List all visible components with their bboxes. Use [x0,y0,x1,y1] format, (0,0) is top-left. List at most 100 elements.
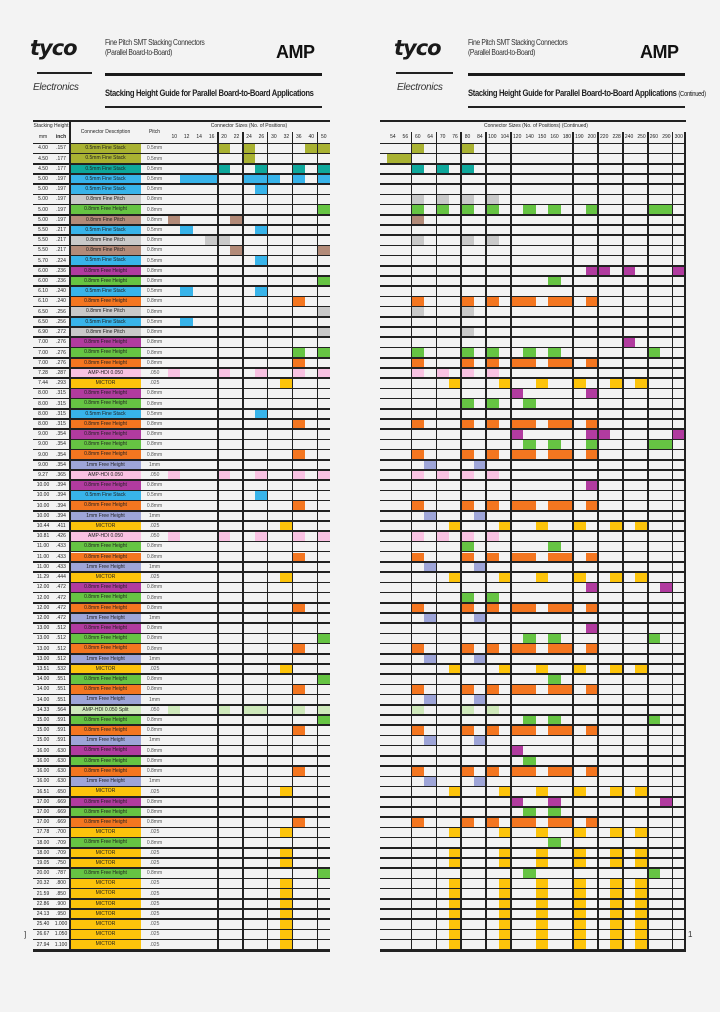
height-inch: .669 [56,819,66,826]
size-available-cell [411,817,424,827]
pitch-value: .025 [149,900,160,907]
size-available-cell [486,705,499,715]
pitch-value: 0.8mm [146,727,163,734]
row-divider [33,438,330,441]
height-inch: .354 [56,441,66,448]
height-mm: 16.51 [36,788,50,795]
size-available-cell [292,368,306,378]
pitch-value: .025 [149,880,160,887]
size-available-cell [292,174,306,184]
size-available-cell [217,532,231,541]
size-available-cell [498,879,511,888]
size-available-cell [255,287,268,296]
height-mm: 5.00 [38,216,48,223]
row-divider [33,265,330,267]
size-column-header: 50 [320,134,327,140]
size-available-cell [292,297,306,306]
size-available-cell [560,552,574,562]
height-mm: 14.00 [36,686,50,693]
size-available-cell [267,174,281,184]
size-available-cell [548,501,561,511]
row-divider [380,673,686,675]
height-mm: 9.00 [38,441,48,448]
size-available-cell [317,675,330,684]
size-available-cell [461,450,474,459]
row-divider [33,479,330,482]
size-available-cell [292,532,306,541]
logo-divider [37,72,92,74]
size-available-cell [523,419,536,429]
row-divider [380,295,686,298]
height-inch: .630 [56,778,66,785]
row-divider [33,213,330,216]
pitch-value: .050 [149,533,160,540]
size-available-cell [647,440,661,449]
size-available-cell [523,817,536,827]
height-inch: .354 [56,431,66,438]
size-available-cell [411,603,424,613]
size-available-cell [585,429,598,439]
row-divider [33,612,330,614]
row-divider [380,816,686,818]
row-divider [33,550,330,553]
row-divider [33,254,330,257]
size-available-cell [535,848,549,858]
pitch-value: 1mm [148,461,161,468]
height-inch: 1.100 [54,941,68,948]
connector-description: AMP-HDI 0.050 [70,470,141,480]
height-inch: .709 [56,849,66,856]
size-available-cell [511,603,524,613]
connector-description: MICTOR [70,920,141,929]
size-available-cell [560,501,574,511]
height-mm: 16.00 [36,747,50,754]
height-inch: .394 [56,482,66,489]
size-available-cell [436,470,449,480]
size-available-cell [292,450,306,459]
size-column-header: 56 [402,134,409,140]
row-divider [33,785,330,788]
height-inch: .564 [56,706,66,713]
height-inch: .669 [56,798,66,805]
size-available-cell [292,358,306,368]
size-available-cell [511,450,524,459]
size-available-cell [548,715,561,725]
pitch-value: 0.8mm [146,267,163,274]
height-inch: .669 [56,808,66,815]
row-divider [380,867,686,869]
height-inch: .240 [56,288,66,295]
size-available-cell [535,940,549,950]
row-divider [33,846,330,849]
size-available-cell [511,746,524,756]
row-divider [33,305,330,308]
subtitle-rule [105,106,322,108]
height-inch: .256 [56,318,66,325]
height-inch: .700 [56,829,66,836]
height-inch: .354 [56,461,66,468]
size-available-cell [610,858,623,868]
size-column-header: 300 [674,134,683,140]
pitch-value: 0.8mm [146,584,163,591]
stacking-height-header: Stacking Height [33,123,69,129]
row-divider [380,898,686,900]
height-inch: 1.050 [54,931,68,938]
size-column-header: 190 [575,134,584,140]
size-column-header: 76 [452,134,458,140]
sizes-header-right: Connector Sizes (No. of Positions) (Cont… [484,123,588,129]
height-inch: .512 [56,655,66,662]
connector-description: 0.8mm Free Height [70,440,141,449]
connector-description: 0.5mm Fine Stack [70,184,141,194]
size-available-cell [317,715,330,725]
height-inch: .394 [56,502,66,509]
row-divider [380,254,686,257]
title-line-1: Fine Pitch SMT Stacking Connectors [105,38,205,47]
row-divider [33,765,330,767]
size-column-header: 84 [477,134,483,140]
row-divider [33,397,330,400]
row-divider [380,244,686,247]
size-available-cell [317,276,330,286]
size-available-cell [548,542,561,551]
height-inch: .433 [56,543,66,550]
size-available-cell [317,246,330,255]
size-available-cell [448,940,462,950]
size-available-cell [461,705,474,715]
